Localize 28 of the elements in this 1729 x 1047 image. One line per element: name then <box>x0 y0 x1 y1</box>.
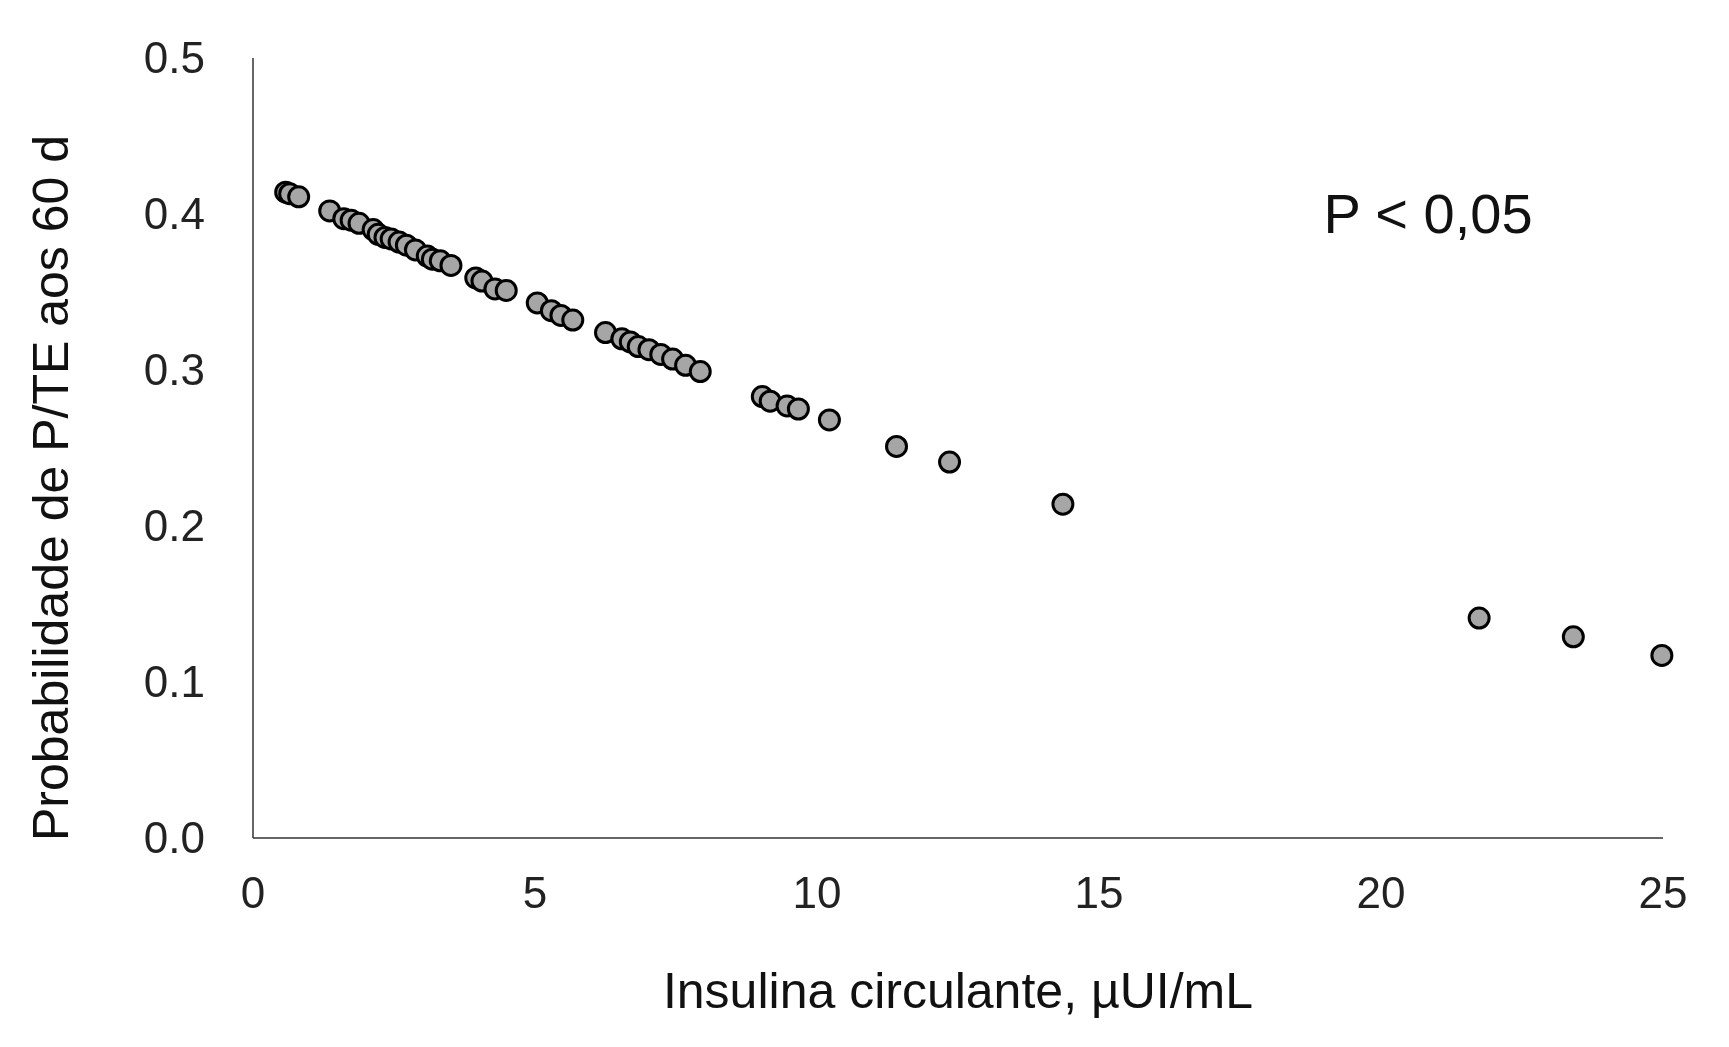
x-tick-label: 25 <box>1638 868 1688 917</box>
x-tick-label: 0 <box>240 868 266 917</box>
y-axis-title: Probabilidade de P/TE aos 60 d <box>23 134 79 842</box>
point <box>287 185 311 209</box>
annotation: P < 0,05 <box>1323 182 1533 245</box>
point <box>786 397 810 421</box>
point <box>688 360 712 384</box>
x-tick-label: 10 <box>792 868 842 917</box>
y-tick-label: 0.2 <box>143 501 205 551</box>
point <box>885 434 909 458</box>
point <box>1467 606 1491 630</box>
point <box>1650 643 1674 667</box>
y-tick-label: 0.1 <box>143 657 205 707</box>
x-axis-title: Insulina circulante, µUI/mL <box>662 963 1254 1019</box>
x-tick-label: 5 <box>522 868 548 917</box>
y-tick-label: 0.3 <box>143 345 205 395</box>
x-tick-label: 20 <box>1356 868 1406 917</box>
point <box>439 253 463 277</box>
point <box>494 278 518 302</box>
point <box>817 408 841 432</box>
y-tick-label: 0.5 <box>143 33 205 83</box>
point <box>1051 492 1075 516</box>
point <box>561 308 585 332</box>
y-tick-label: 0.0 <box>143 813 205 863</box>
point <box>938 450 962 474</box>
y-tick-label: 0.4 <box>143 189 205 239</box>
x-tick-label: 15 <box>1074 868 1124 917</box>
point <box>1561 625 1585 649</box>
